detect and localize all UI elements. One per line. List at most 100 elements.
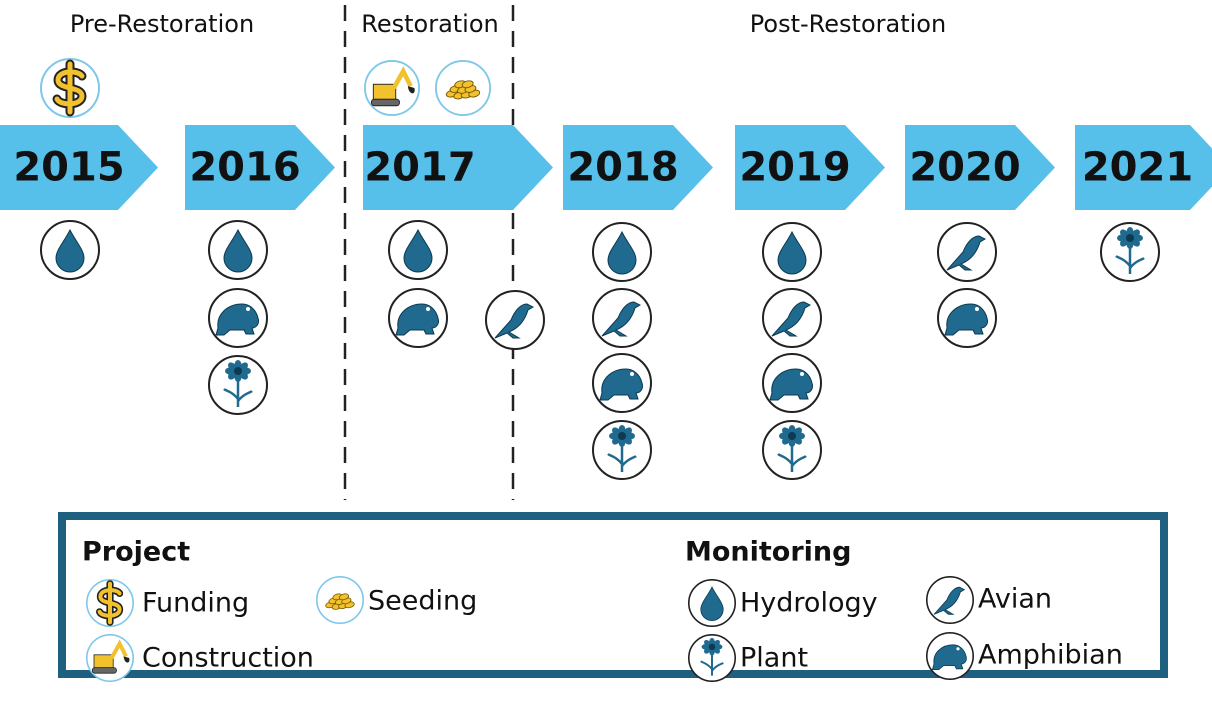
legend-box <box>58 512 1168 678</box>
flower-center <box>1126 234 1134 242</box>
seeding-icon <box>315 575 365 625</box>
water-icon <box>762 222 822 282</box>
bird <box>494 303 535 339</box>
cab <box>93 654 114 669</box>
petal <box>623 427 632 437</box>
water-icon <box>40 220 100 280</box>
frog-eye <box>956 647 960 651</box>
frog-eye <box>975 307 979 311</box>
frog-icon <box>592 353 652 413</box>
bucket <box>407 86 415 94</box>
stem <box>223 379 253 407</box>
year-label: 2015 <box>13 145 124 191</box>
plant-icon <box>687 633 737 683</box>
frog-icon <box>208 288 268 348</box>
funding-icon <box>40 58 100 118</box>
plant-icon <box>592 420 652 480</box>
plant-icon <box>762 420 822 480</box>
petal <box>228 362 237 372</box>
drop <box>700 586 724 621</box>
track <box>91 667 117 674</box>
phase-label: Post-Restoration <box>750 10 946 38</box>
bird <box>771 301 812 337</box>
arm <box>109 639 128 659</box>
phase-label: Restoration <box>361 10 499 38</box>
frog <box>769 368 813 401</box>
seed <box>461 80 474 89</box>
drop <box>223 228 253 273</box>
year-label: 2019 <box>739 145 850 191</box>
year-arrow <box>0 125 158 210</box>
water-icon <box>592 222 652 282</box>
petal <box>1131 229 1140 239</box>
bird <box>601 301 642 337</box>
drop <box>607 230 637 275</box>
frog-eye <box>800 372 804 376</box>
year-arrow <box>735 125 885 210</box>
petal <box>713 639 720 647</box>
year-arrow <box>185 125 335 210</box>
drop <box>403 228 433 273</box>
track <box>370 98 400 107</box>
stem <box>607 444 637 472</box>
plant-icon <box>208 355 268 415</box>
construction-icon <box>85 633 135 683</box>
petal <box>782 427 791 437</box>
legend-item: Construction <box>142 643 314 674</box>
bird-icon <box>925 575 975 625</box>
year-arrow <box>1075 125 1212 210</box>
frog-icon <box>925 631 975 681</box>
plant-icon <box>1100 222 1160 282</box>
bird <box>946 235 987 271</box>
legend-item: Funding <box>142 588 249 619</box>
petal <box>612 427 621 437</box>
petal <box>793 427 802 437</box>
arm <box>391 66 413 90</box>
frog-eye <box>426 307 430 311</box>
petal <box>239 370 248 380</box>
legend-title: Monitoring <box>685 537 851 568</box>
construction-icon <box>363 59 421 117</box>
stem <box>777 444 807 472</box>
drop <box>55 228 85 273</box>
drop <box>777 230 807 275</box>
phase-label: Pre-Restoration <box>70 10 254 38</box>
frog-icon <box>762 353 822 413</box>
petal <box>1131 237 1140 247</box>
funding-icon <box>85 578 135 628</box>
water-icon <box>687 578 737 628</box>
legend-item: Seeding <box>368 586 477 617</box>
year-label: 2020 <box>909 145 1020 191</box>
bird-icon <box>762 288 822 348</box>
year-arrow <box>905 125 1055 210</box>
seed <box>338 593 350 601</box>
water-icon <box>388 220 448 280</box>
legend-item: Avian <box>978 584 1052 615</box>
dollar <box>97 581 122 625</box>
petal <box>623 435 632 445</box>
stem <box>1115 246 1145 274</box>
bird <box>933 586 966 615</box>
legend-title: Project <box>82 537 190 568</box>
year-arrow <box>363 125 553 210</box>
petal <box>1120 229 1129 239</box>
bird-icon <box>937 222 997 282</box>
year-arrow <box>563 125 713 210</box>
frog-icon <box>937 288 997 348</box>
flower-center <box>618 432 626 440</box>
petal <box>239 362 248 372</box>
year-label: 2018 <box>567 145 678 191</box>
frog <box>215 303 259 336</box>
petal <box>713 646 720 654</box>
frog-eye <box>630 372 634 376</box>
dollar <box>54 61 85 115</box>
petal <box>793 435 802 445</box>
frog <box>944 303 988 336</box>
seeding-icon <box>434 59 492 117</box>
bucket <box>123 656 130 663</box>
flower-center <box>708 643 716 650</box>
year-label: 2016 <box>189 145 300 191</box>
flower-center <box>788 432 796 440</box>
frog <box>599 368 643 401</box>
frog-icon <box>388 288 448 348</box>
